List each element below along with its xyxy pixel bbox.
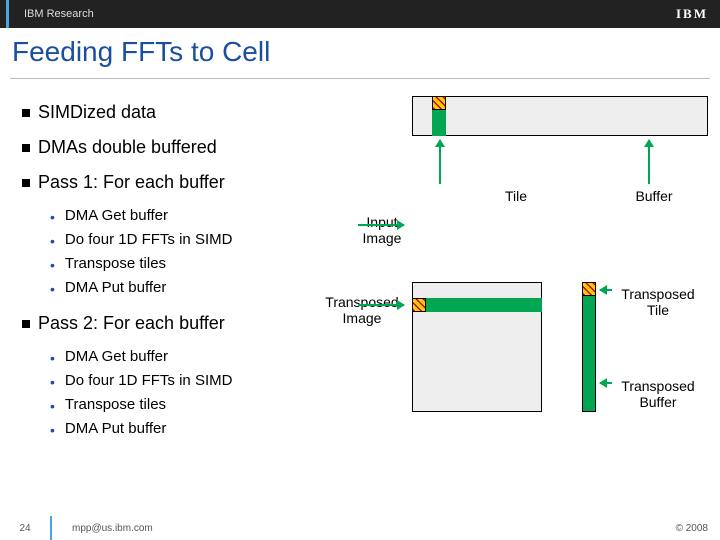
bullet-3-1: •DMA Get buffer bbox=[50, 207, 342, 227]
bullet-2: DMAs double buffered bbox=[22, 137, 342, 158]
footer: 24 mpp@us.ibm.com © 2008 bbox=[0, 516, 720, 540]
bullet-2-text: DMAs double buffered bbox=[38, 137, 217, 158]
title-block: Feeding FFTs to Cell bbox=[10, 32, 710, 79]
buffer-stripe-2 bbox=[412, 298, 542, 312]
bullet-4-1: •DMA Get buffer bbox=[50, 348, 342, 368]
bullet-1-text: SIMDized data bbox=[38, 102, 156, 123]
bullet-4-3: •Transpose tiles bbox=[50, 396, 342, 416]
bullet-3-text: Pass 1: For each buffer bbox=[38, 172, 225, 193]
footer-copyright: © 2008 bbox=[676, 523, 708, 534]
diagram: Tile Buffer Input Image Transposed Image… bbox=[356, 96, 708, 446]
transposed-buffer-box bbox=[582, 282, 596, 412]
label-transposed-buffer: Transposed Buffer bbox=[610, 378, 706, 410]
header-bar: IBM Research IBM bbox=[0, 0, 720, 28]
header-org: IBM Research bbox=[24, 8, 94, 20]
bullet-3-3: •Transpose tiles bbox=[50, 255, 342, 275]
header-accent bbox=[6, 0, 9, 28]
label-transposed-tile: Transposed Tile bbox=[610, 286, 706, 318]
bullet-4-4: •DMA Put buffer bbox=[50, 420, 342, 440]
tile-1 bbox=[432, 96, 446, 110]
page-title: Feeding FFTs to Cell bbox=[10, 32, 710, 76]
footer-accent bbox=[50, 516, 52, 540]
label-input-image: Input Image bbox=[352, 214, 412, 246]
bullet-list: SIMDized data DMAs double buffered Pass … bbox=[22, 92, 342, 444]
bullet-1: SIMDized data bbox=[22, 102, 342, 123]
input-image-box bbox=[412, 96, 708, 136]
bullet-3-4: •DMA Put buffer bbox=[50, 279, 342, 299]
title-underline bbox=[10, 78, 710, 79]
ibm-logo: IBM bbox=[676, 6, 708, 22]
label-buffer: Buffer bbox=[624, 188, 684, 204]
tile-2 bbox=[412, 298, 426, 312]
bullet-3: Pass 1: For each buffer bbox=[22, 172, 342, 193]
transposed-tile bbox=[582, 282, 596, 296]
footer-email: mpp@us.ibm.com bbox=[72, 523, 153, 534]
bullet-4-2: •Do four 1D FFTs in SIMD bbox=[50, 372, 342, 392]
bullet-4: Pass 2: For each buffer bbox=[22, 313, 342, 334]
bullet-3-2: •Do four 1D FFTs in SIMD bbox=[50, 231, 342, 251]
bullet-4-text: Pass 2: For each buffer bbox=[38, 313, 225, 334]
label-transposed-image: Transposed Image bbox=[314, 294, 410, 326]
label-tile: Tile bbox=[491, 188, 541, 204]
page-number: 24 bbox=[0, 523, 50, 534]
